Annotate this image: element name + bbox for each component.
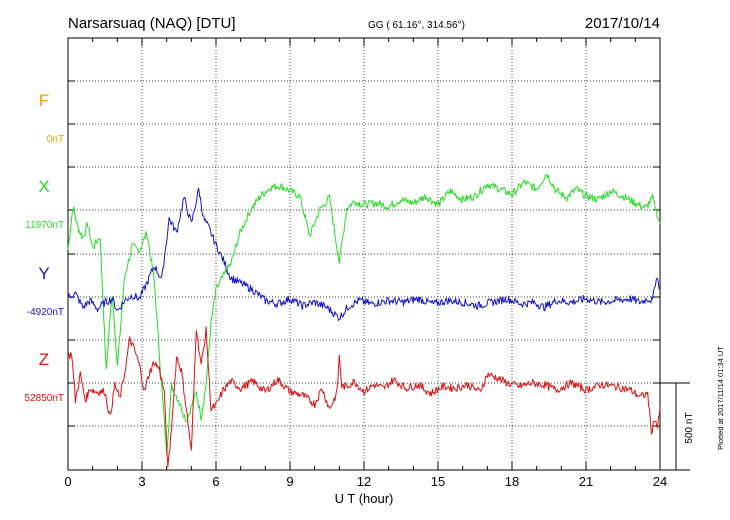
- coordinates-label: GG ( 61.16°, 314.56°): [368, 20, 465, 31]
- scale-bar: 500 nT: [660, 382, 695, 471]
- series-baseline-f: 0nT: [47, 134, 64, 145]
- station-title: Narsarsuaq (NAQ) [DTU]: [68, 15, 236, 32]
- series-name-y: Y: [38, 264, 49, 283]
- series-line-z: [67, 326, 661, 468]
- series-baseline-y: -4920nT: [27, 307, 64, 318]
- x-tick-labels: 0 3 6 9 12 15 18 21 24: [64, 474, 667, 489]
- series-lines: [67, 174, 661, 468]
- x-axis-label: U T (hour): [335, 491, 394, 506]
- x-tick-label: 24: [653, 474, 667, 489]
- grid-lines: [68, 38, 660, 470]
- x-tick-label: 15: [431, 474, 445, 489]
- series-name-z: Z: [39, 350, 49, 369]
- x-tick-label: 12: [357, 474, 371, 489]
- series-baseline-x: 11970nT: [25, 220, 64, 231]
- x-tick-label: 6: [212, 474, 219, 489]
- x-tick-label: 0: [64, 474, 71, 489]
- series-name-x: X: [38, 177, 49, 196]
- plotted-timestamp: Plotted at 2017/11/14 01:34 UT: [716, 346, 725, 450]
- series-name-f: F: [39, 91, 49, 110]
- x-tick-label: 3: [138, 474, 145, 489]
- axis-ticks: [67, 38, 661, 470]
- series-baseline-z: 52850nT: [25, 393, 64, 404]
- x-tick-label: 21: [579, 474, 593, 489]
- series-line-y: [67, 187, 661, 321]
- x-tick-label: 18: [505, 474, 519, 489]
- series-line-x: [67, 174, 661, 455]
- x-tick-label: 9: [286, 474, 293, 489]
- series-labels: F 0nT X 11970nT Y -4920nT Z 52850nT: [25, 91, 64, 404]
- date-label: 2017/10/14: [585, 15, 660, 32]
- scale-bar-label: 500 nT: [684, 412, 695, 443]
